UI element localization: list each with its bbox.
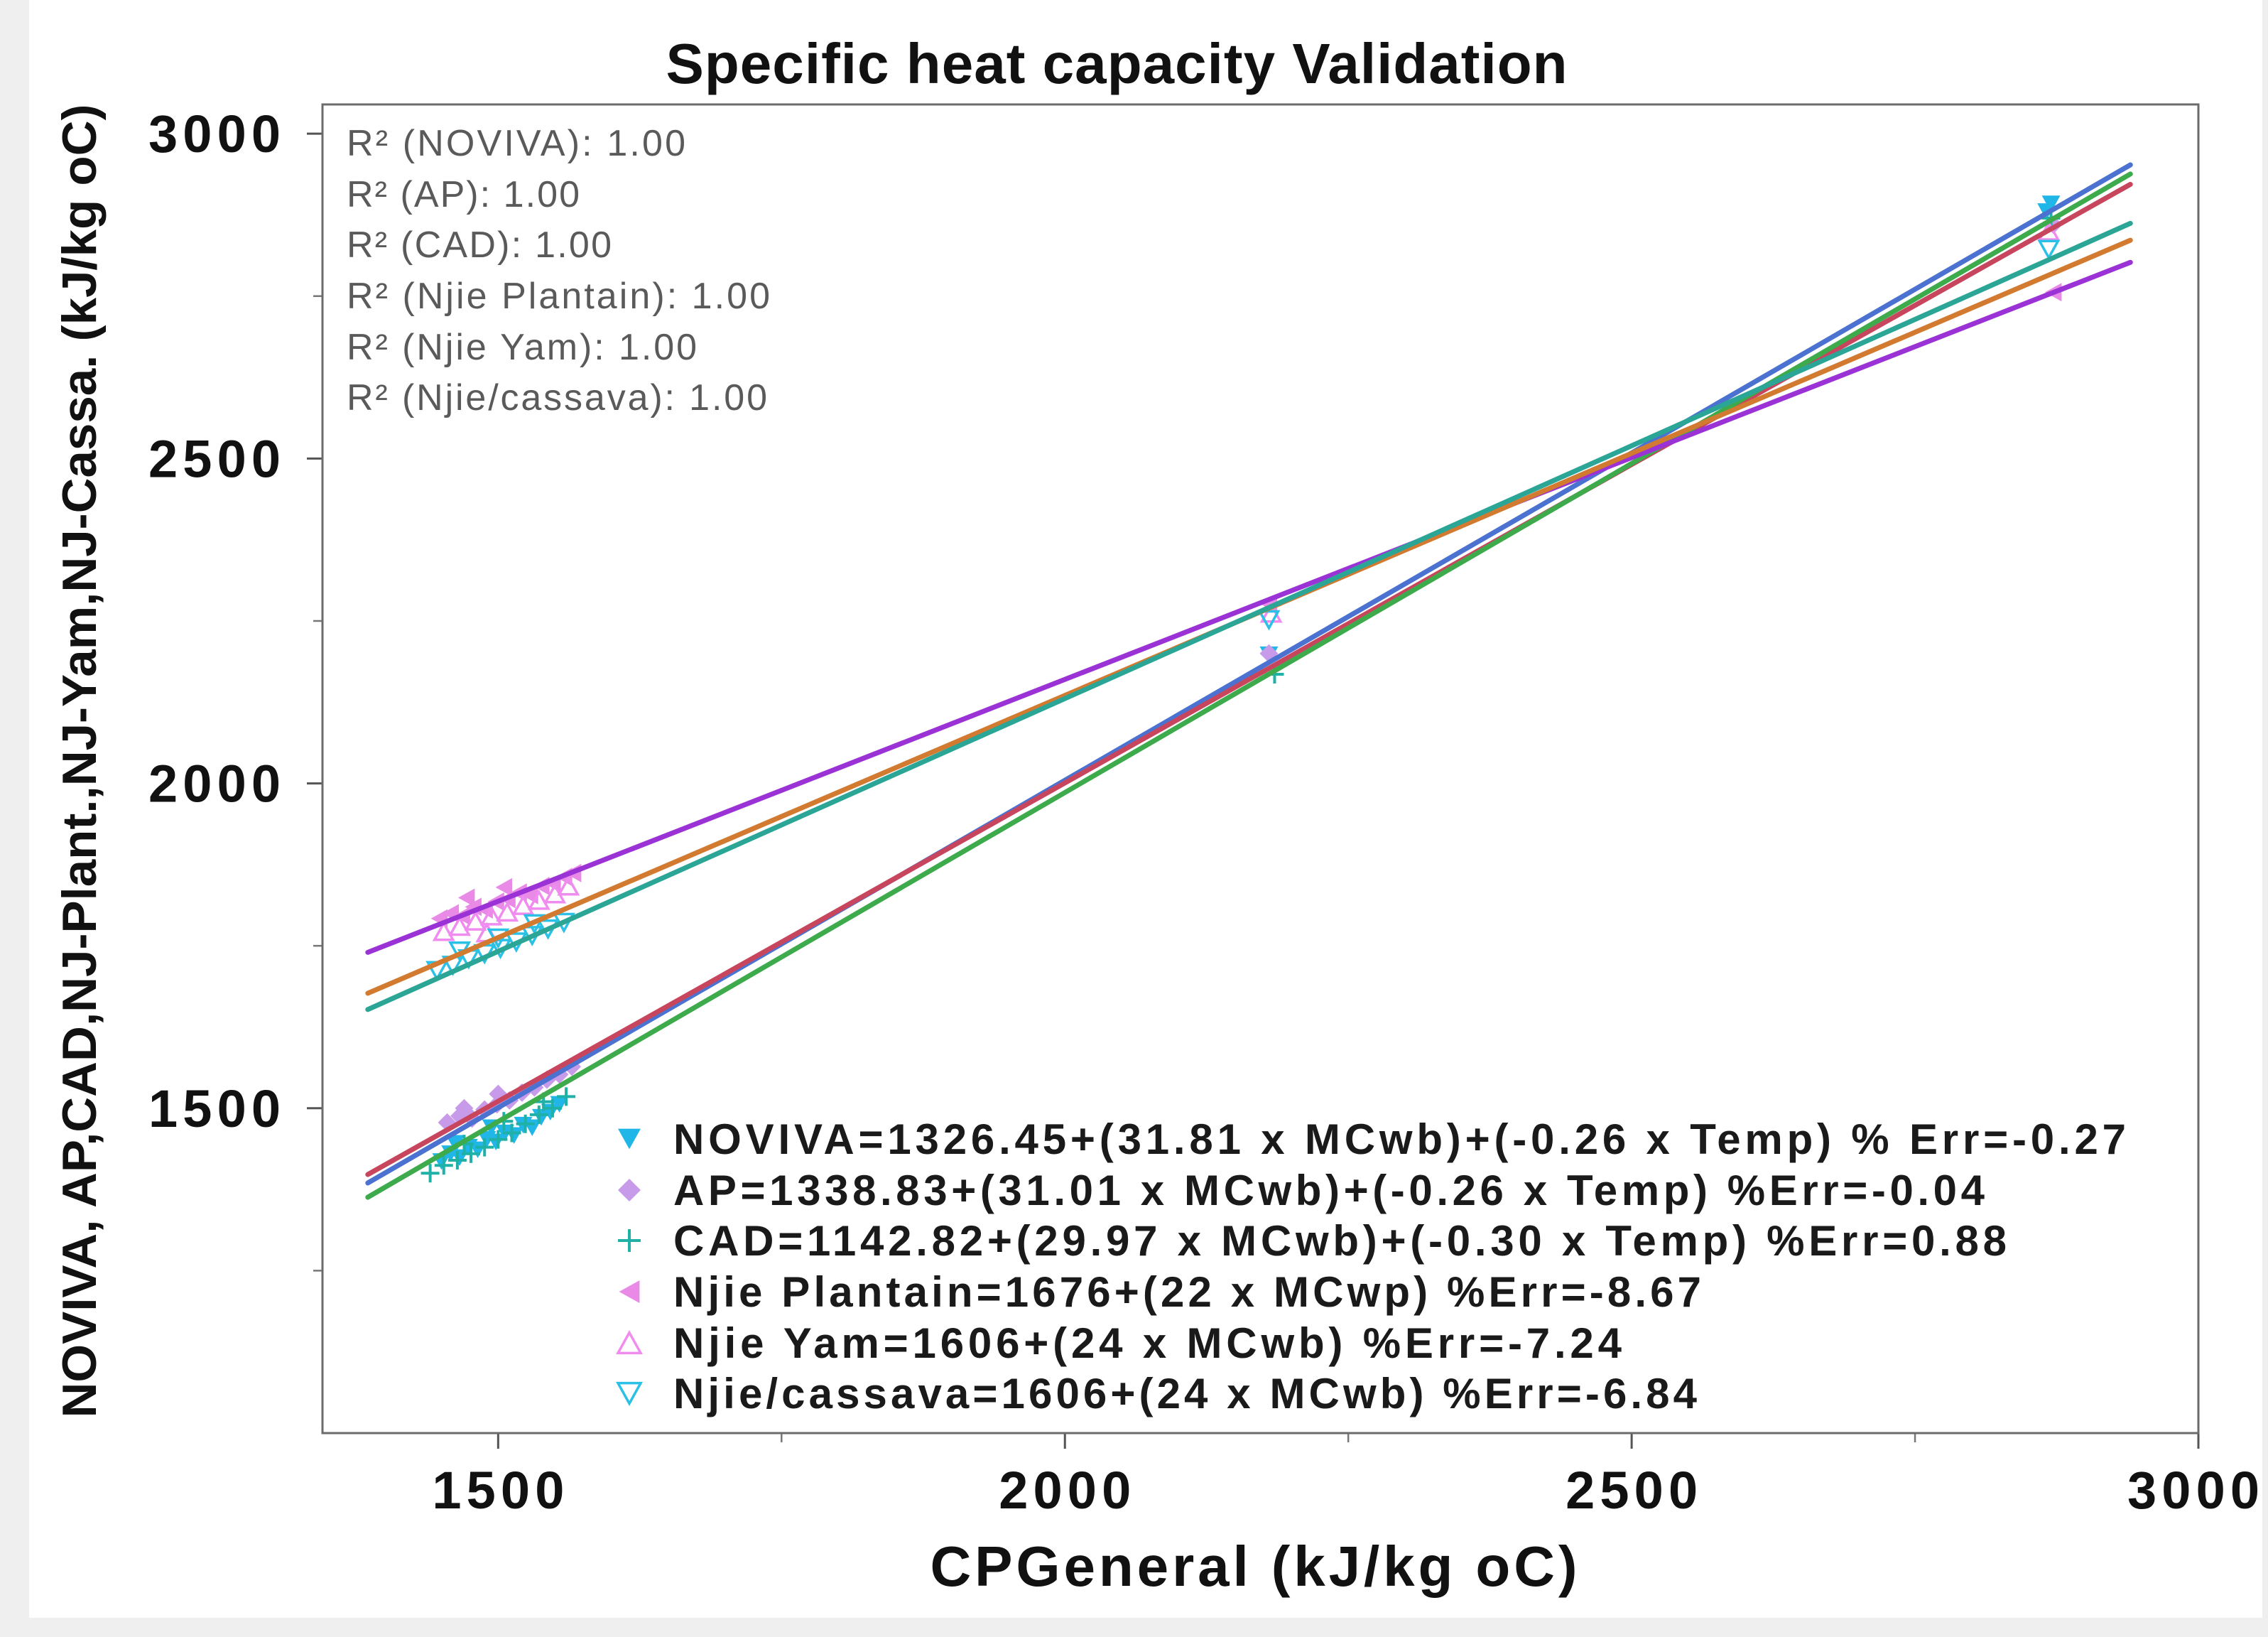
- series-5-point: [496, 901, 519, 922]
- plot-frame: [321, 103, 2200, 1435]
- series-3-point: [557, 1087, 576, 1106]
- legend-marker-series-6: [616, 1381, 643, 1407]
- annotation-r2-ap: R² (AP): 1.00: [347, 174, 580, 215]
- legend-marker-series-3: [618, 1229, 641, 1252]
- legend-label-ap: AP=1338.83+(31.01 x MCwb)+(-0.26 x Temp)…: [673, 1167, 1985, 1214]
- series-3-point: [420, 1164, 440, 1183]
- series-1-point: [504, 1127, 523, 1144]
- annotation-r2-cad: R² (CAD): 1.00: [347, 225, 612, 266]
- fit-line-2: [365, 181, 2133, 1177]
- legend-marker-series-5: [616, 1329, 643, 1355]
- series-1-point: [550, 1096, 569, 1113]
- series-3-point: [462, 1144, 481, 1163]
- series-5-point: [527, 889, 550, 910]
- series-5-point: [511, 895, 535, 915]
- series-4-point: [457, 888, 475, 907]
- fit-lines: [365, 162, 2133, 1200]
- legend-markers: [616, 1128, 643, 1407]
- legend-marker-series-1: [618, 1128, 641, 1150]
- series-3-point: [447, 1150, 467, 1169]
- series-3-point: [489, 1130, 508, 1149]
- annotation-r2-njie-plantain: R² (Njie Plantain): 1.00: [347, 276, 770, 317]
- series-2-point: [455, 1098, 474, 1118]
- series-6-point: [1257, 610, 1281, 631]
- series-5-point: [557, 875, 580, 896]
- legend-label-cad: CAD=1142.82+(29.97 x MCwb)+(-0.30 x Temp…: [673, 1217, 2007, 1265]
- legend-label-njie-plantain: Njie Plantain=1676+(22 x MCwp) %Err=-8.6…: [673, 1268, 1701, 1316]
- series-3-point: [434, 1156, 453, 1175]
- annotation-r2-njie-yam: R² (Njie Yam): 1.00: [347, 327, 697, 368]
- series-3-point: [502, 1123, 521, 1142]
- series-1-point: [468, 1141, 487, 1159]
- series-5-point: [448, 915, 472, 936]
- series-1-point: [531, 1108, 550, 1126]
- legend-label-noviva: NOVIVA=1326.45+(31.81 x MCwb)+(-0.26 x T…: [673, 1115, 2126, 1163]
- r-squared-annotations: R² (NOVIVA): 1.00 R² (AP): 1.00 R² (CAD)…: [347, 123, 770, 418]
- fit-line-4: [365, 259, 2133, 955]
- series-6-point: [2037, 239, 2061, 261]
- series-3-point: [529, 1105, 548, 1124]
- series-3-point: [516, 1114, 535, 1133]
- annotation-r2-njie-cassava: R² (Njie/cassava): 1.00: [347, 377, 767, 418]
- series-5-point: [464, 910, 487, 931]
- chart-title: Specific heat capacity Validation: [666, 32, 1568, 95]
- x-axis-label: CPGeneral (kJ/kg oC): [930, 1535, 1578, 1598]
- plot-area: [322, 104, 2198, 1433]
- legend-marker-series-4: [619, 1280, 640, 1303]
- series-5-point: [479, 904, 503, 926]
- series-3-point: [475, 1138, 494, 1157]
- legend-label-njie-cassava: Njie/cassava=1606+(24 x MCwb) %Err=-6.84: [673, 1370, 1698, 1417]
- annotation-r2-noviva: R² (NOVIVA): 1.00: [347, 123, 685, 164]
- legend: NOVIVA=1326.45+(31.81 x MCwb)+(-0.26 x T…: [616, 1115, 2126, 1417]
- legend-marker-series-2: [618, 1179, 641, 1201]
- y-axis-label: NOVIVA, AP,CAD,NJ-Plant.,NJ-Yam,NJ-Cassa…: [53, 104, 107, 1418]
- fit-line-3: [365, 171, 2133, 1200]
- legend-label-njie-yam: Njie Yam=1606+(24 x MCwb) %Err=-7.24: [673, 1319, 1622, 1367]
- fit-line-1: [365, 162, 2133, 1186]
- series-4-point: [495, 877, 513, 897]
- series-5-point: [432, 920, 455, 941]
- fit-line-6: [365, 220, 2133, 1012]
- series-1-point: [487, 1133, 506, 1151]
